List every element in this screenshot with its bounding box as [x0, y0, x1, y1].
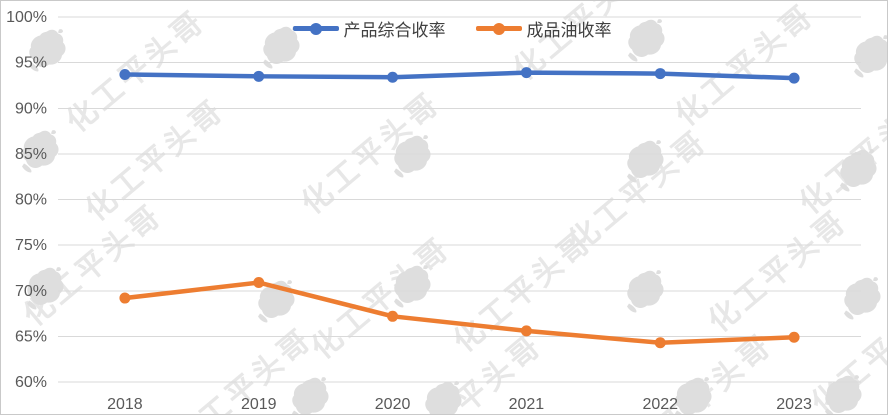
- data-point: [253, 277, 265, 289]
- x-axis-tick-label: 2022: [642, 396, 678, 413]
- legend-marker-dot: [309, 22, 322, 35]
- y-axis-tick-label: 65%: [15, 328, 47, 345]
- data-point: [788, 331, 800, 343]
- data-point: [387, 71, 399, 83]
- data-point: [387, 310, 399, 322]
- data-point: [654, 337, 666, 349]
- x-axis-tick-label: 2021: [509, 396, 545, 413]
- data-point: [788, 72, 800, 84]
- legend-marker: [292, 22, 339, 35]
- legend-item-comprehensive-yield: 产品综合收率: [292, 16, 446, 41]
- x-axis-tick-label: 2023: [776, 396, 812, 413]
- data-point: [119, 292, 131, 304]
- legend-marker: [475, 22, 522, 35]
- data-point: [654, 68, 666, 80]
- y-axis-tick-label: 80%: [15, 192, 47, 209]
- y-axis-tick-label: 75%: [15, 237, 47, 254]
- x-axis-tick-label: 2019: [241, 396, 277, 413]
- legend-label: 成品油收率: [526, 21, 612, 40]
- y-axis-tick-label: 95%: [15, 55, 47, 72]
- series-line-refined-oil-yield: [122, 280, 797, 346]
- data-point: [520, 67, 532, 79]
- legend-item-refined-oil-yield: 成品油收率: [475, 16, 612, 41]
- legend-marker-dot: [492, 22, 505, 35]
- data-point: [119, 68, 131, 80]
- y-axis-tick-label: 85%: [15, 146, 47, 163]
- x-axis-tick-label: 2018: [107, 396, 143, 413]
- data-point: [520, 325, 532, 337]
- y-axis-tick-label: 100%: [6, 9, 47, 26]
- y-axis-tick-label: 70%: [15, 283, 47, 300]
- y-axis-tick-label: 90%: [15, 100, 47, 117]
- x-axis-tick-label: 2020: [375, 396, 411, 413]
- y-axis-tick-label: 60%: [15, 374, 47, 391]
- data-point: [253, 70, 265, 82]
- chart-legend: 产品综合收率 成品油收率: [1, 16, 887, 41]
- series-line-comprehensive-yield: [122, 70, 797, 81]
- legend-label: 产品综合收率: [343, 21, 446, 40]
